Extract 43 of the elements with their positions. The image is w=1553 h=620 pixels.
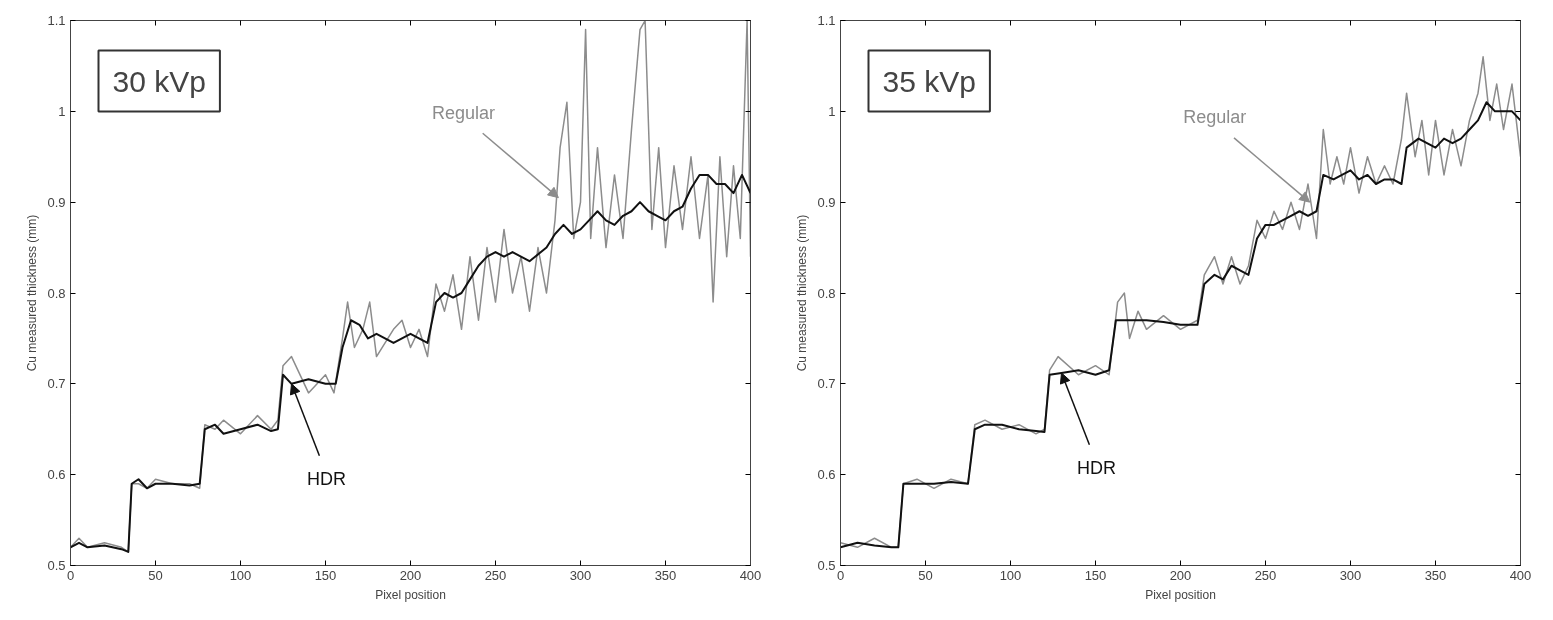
x-tick-label: 0 — [836, 567, 845, 583]
x-tick-label: 200 — [1169, 567, 1192, 583]
x-tick-label: 50 — [918, 567, 933, 583]
annotation: HDR — [307, 468, 346, 489]
y-tick-label: 0.5 — [47, 558, 66, 573]
text: 30 kVp — [112, 64, 206, 98]
y-tick-label: 0.6 — [817, 467, 836, 483]
x-tick-label: 0 — [66, 567, 75, 583]
text: 35 kVp — [882, 64, 976, 98]
y-tick-label: 1.1 — [47, 13, 66, 28]
y-axis-title: Cu measured thickness (mm) — [25, 214, 40, 372]
y-tick-label: 0.8 — [817, 285, 836, 301]
x-tick-label: 400 — [1509, 567, 1532, 583]
y-tick-label: 0.9 — [47, 194, 66, 210]
x-axis-title: Pixel position — [1145, 587, 1216, 602]
x-tick-label: 350 — [654, 567, 677, 583]
annotation: Regular — [1183, 107, 1247, 128]
annotation: HDR — [1077, 457, 1116, 478]
y-tick-label: 1 — [828, 103, 836, 119]
x-tick-label: 200 — [399, 567, 422, 583]
x-axis-title: Pixel position — [375, 587, 446, 602]
y-axis-title: Cu measured thickness (mm) — [795, 214, 810, 372]
y-tick-label: 0.8 — [47, 285, 66, 301]
y-tick-label: 0.6 — [47, 467, 66, 483]
y-tick-label: 0.7 — [47, 376, 66, 392]
line-series — [70, 173, 751, 553]
y-tick-label: 0.7 — [817, 376, 836, 392]
x-tick-label: 300 — [1339, 567, 1362, 583]
x-tick-label: 400 — [739, 567, 762, 583]
x-tick-label: 150 — [1084, 567, 1107, 583]
x-tick-label: 250 — [1254, 567, 1277, 583]
x-tick-label: 150 — [314, 567, 337, 583]
x-tick-label: 350 — [1424, 567, 1447, 583]
y-tick-label: 0.5 — [817, 558, 836, 573]
x-tick-label: 300 — [569, 567, 592, 583]
y-tick-label: 1.1 — [817, 13, 836, 28]
y-tick-label: 0.9 — [817, 194, 836, 210]
y-tick-label: 1 — [58, 103, 66, 119]
x-tick-label: 100 — [229, 567, 252, 583]
x-tick-label: 100 — [999, 567, 1022, 583]
x-tick-label: 250 — [484, 567, 507, 583]
x-tick-label: 50 — [148, 567, 163, 583]
annotation: Regular — [431, 102, 495, 123]
